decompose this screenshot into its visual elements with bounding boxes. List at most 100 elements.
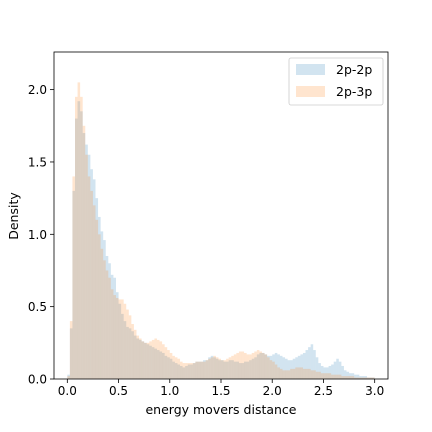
bar-2p-3p-2 xyxy=(72,176,75,379)
bar-2p-2p-98 xyxy=(318,363,321,379)
bar-2p-2p-66 xyxy=(236,361,239,379)
bar-2p-3p-0 xyxy=(67,376,70,379)
bar-2p-2p-41 xyxy=(172,361,175,379)
bar-2p-3p-62 xyxy=(226,358,229,379)
bar-2p-2p-79 xyxy=(269,355,273,379)
bar-2p-2p-9 xyxy=(90,169,93,379)
bar-2p-3p-107 xyxy=(341,376,344,379)
bar-2p-3p-81 xyxy=(274,364,278,379)
bar-2p-2p-94 xyxy=(308,347,311,379)
bar-2p-3p-90 xyxy=(297,367,301,379)
bar-2p-2p-44 xyxy=(180,365,183,379)
bar-2p-2p-101 xyxy=(326,367,329,379)
bar-2p-3p-32 xyxy=(149,341,152,379)
bar-2p-2p-112 xyxy=(354,374,357,379)
bar-2p-3p-79 xyxy=(269,360,273,379)
bar-2p-2p-108 xyxy=(343,370,347,379)
bar-2p-3p-31 xyxy=(146,342,150,379)
bar-2p-2p-57 xyxy=(213,357,216,379)
y-tick-label: 1.0 xyxy=(28,228,47,242)
bar-2p-3p-16 xyxy=(108,277,111,379)
bar-2p-3p-11 xyxy=(95,219,99,379)
bar-2p-3p-14 xyxy=(103,260,106,379)
bar-2p-3p-57 xyxy=(213,355,216,379)
bar-2p-2p-48 xyxy=(190,364,193,379)
bar-2p-2p-10 xyxy=(92,179,96,379)
plot-frame xyxy=(53,51,389,380)
bar-2p-2p-23 xyxy=(126,326,129,379)
bar-2p-3p-50 xyxy=(195,361,198,379)
bar-2p-3p-44 xyxy=(180,361,183,379)
bar-2p-3p-86 xyxy=(287,370,291,379)
bar-2p-2p-15 xyxy=(105,256,109,379)
bar-2p-3p-72 xyxy=(251,352,255,379)
bar-2p-2p-30 xyxy=(144,342,147,379)
bar-2p-2p-51 xyxy=(197,361,201,379)
bar-2p-3p-115 xyxy=(361,377,365,379)
bar-2p-3p-51 xyxy=(197,361,201,379)
bar-2p-3p-70 xyxy=(246,354,250,379)
bar-2p-2p-77 xyxy=(264,354,268,379)
bar-2p-3p-54 xyxy=(205,360,209,379)
bar-2p-2p-11 xyxy=(95,198,99,379)
bar-2p-3p-26 xyxy=(133,329,137,379)
bar-2p-2p-90 xyxy=(297,355,301,379)
bar-2p-2p-37 xyxy=(162,352,165,379)
axis-ticks: 0.0 0.5 1.0 1.5 2.0 2.5 3.0 0.0 0.5 1.0 1.5 2.0 xyxy=(28,83,384,398)
bar-2p-2p-42 xyxy=(174,363,178,379)
bar-2p-2p-8 xyxy=(87,154,91,379)
bar-2p-3p-113 xyxy=(356,377,360,379)
bar-2p-3p-110 xyxy=(349,376,352,379)
bar-2p-3p-34 xyxy=(154,338,157,379)
bar-2p-2p-38 xyxy=(164,355,168,379)
bar-2p-2p-96 xyxy=(313,350,316,379)
bar-2p-3p-47 xyxy=(187,363,191,379)
bar-2p-2p-88 xyxy=(292,358,296,379)
bar-2p-2p-71 xyxy=(249,360,252,379)
bar-2p-2p-2 xyxy=(72,190,75,379)
bar-2p-3p-55 xyxy=(208,358,211,379)
bar-2p-2p-6 xyxy=(82,133,86,379)
bar-2p-3p-8 xyxy=(87,176,91,379)
bar-2p-3p-69 xyxy=(244,352,247,379)
bar-2p-2p-53 xyxy=(203,360,206,379)
bar-2p-3p-12 xyxy=(98,234,101,379)
bar-2p-2p-60 xyxy=(221,360,224,379)
bar-2p-3p-83 xyxy=(279,368,283,379)
bar-2p-2p-99 xyxy=(320,365,324,379)
bar-2p-2p-31 xyxy=(146,344,150,379)
bar-2p-2p-47 xyxy=(187,364,191,379)
bar-2p-2p-82 xyxy=(277,354,280,379)
bar-2p-2p-106 xyxy=(338,361,342,379)
bar-2p-3p-95 xyxy=(310,370,314,379)
y-tick-label: 1.5 xyxy=(28,155,47,169)
bar-2p-2p-107 xyxy=(341,365,344,379)
bar-2p-3p-37 xyxy=(162,344,165,379)
bar-2p-2p-28 xyxy=(139,339,142,379)
bar-2p-3p-25 xyxy=(131,324,134,379)
bar-2p-3p-106 xyxy=(338,374,342,379)
bar-2p-2p-69 xyxy=(244,361,247,379)
bar-2p-3p-46 xyxy=(185,363,188,379)
bar-2p-3p-82 xyxy=(277,367,280,379)
bar-2p-3p-65 xyxy=(233,354,237,379)
bar-2p-3p-68 xyxy=(241,351,245,379)
bar-2p-2p-113 xyxy=(356,374,360,379)
bar-2p-2p-80 xyxy=(272,354,275,379)
bar-2p-2p-46 xyxy=(185,365,188,379)
bar-2p-2p-97 xyxy=(315,357,319,379)
bar-2p-3p-17 xyxy=(110,289,114,379)
bar-2p-3p-75 xyxy=(259,351,262,379)
bar-2p-3p-60 xyxy=(221,360,224,379)
bar-2p-2p-50 xyxy=(195,361,198,379)
bar-2p-2p-40 xyxy=(169,358,173,379)
bar-2p-3p-74 xyxy=(256,350,260,379)
bar-2p-2p-55 xyxy=(208,357,211,379)
bar-2p-3p-36 xyxy=(159,341,163,379)
histogram-bars xyxy=(67,82,375,379)
bar-2p-2p-116 xyxy=(364,376,367,379)
x-tick-label: 0.5 xyxy=(109,384,128,398)
bar-2p-2p-81 xyxy=(274,352,278,379)
bar-2p-2p-29 xyxy=(141,341,145,379)
bar-2p-2p-5 xyxy=(80,111,83,379)
